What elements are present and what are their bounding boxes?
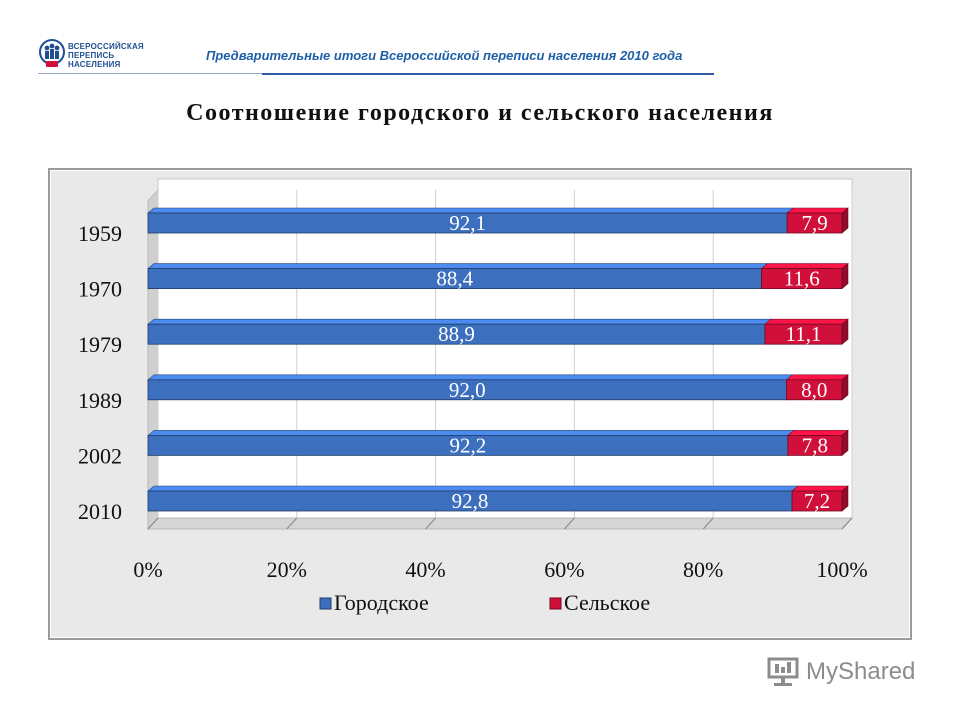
x-tick-label: 0% <box>133 557 162 582</box>
presentation-icon <box>767 657 799 686</box>
floor-tick <box>286 517 298 530</box>
logo-line1: ВСЕРОССИЙСКАЯ <box>68 42 144 51</box>
data-label: 88,9 <box>438 322 475 346</box>
data-label: 7,9 <box>801 211 827 235</box>
data-label: 11,6 <box>784 267 820 291</box>
page-title: Соотношение городского и сельского насел… <box>186 100 774 126</box>
category-label: 1989 <box>78 388 122 413</box>
data-label: 92,1 <box>449 211 486 235</box>
legend-swatch-urban <box>319 597 332 610</box>
chart-floor <box>146 517 854 530</box>
data-label: 8,0 <box>801 378 827 402</box>
legend-swatch-rural <box>549 597 562 610</box>
legend-label: Сельское <box>564 590 650 615</box>
logo-line2: ПЕРЕПИСЬ НАСЕЛЕНИЯ <box>68 51 121 69</box>
bar-side-face <box>841 318 849 345</box>
x-tick-label: 100% <box>816 557 867 582</box>
bar-side-face <box>841 207 849 234</box>
legend-label: Городское <box>334 590 429 615</box>
bar-side-face <box>841 262 849 290</box>
header-subtitle: Предварительные итоги Всероссийской пере… <box>206 48 683 63</box>
floor-tick <box>841 517 853 530</box>
x-tick-label: 40% <box>405 557 445 582</box>
watermark: MyShared <box>766 656 926 692</box>
data-label: 7,8 <box>802 433 828 457</box>
floor-tick <box>147 517 159 530</box>
bar-side-face <box>841 374 849 401</box>
census-logo: ВСЕРОССИЙСКАЯ ПЕРЕПИСЬ НАСЕЛЕНИЯ <box>38 38 158 72</box>
data-label: 92,8 <box>452 489 489 513</box>
category-label: 2010 <box>78 499 122 524</box>
category-label: 2002 <box>78 443 122 468</box>
header-divider-accent <box>262 73 714 75</box>
floor-tick <box>563 517 575 530</box>
category-label: 1959 <box>78 221 122 246</box>
chart-frame: 92,1 7,9 88,4 11,6 88,9 11,1 92,0 8,0 92,2 7,8 92,… <box>48 168 912 640</box>
watermark-text: MyShared <box>806 658 916 685</box>
census-logo-icon <box>39 39 65 67</box>
category-label: 1979 <box>78 332 122 357</box>
x-tick-label: 60% <box>544 557 584 582</box>
floor-tick <box>425 517 437 530</box>
bar-side-face <box>841 485 849 512</box>
data-label: 92,2 <box>450 433 487 457</box>
data-label: 92,0 <box>449 378 486 402</box>
bar-side-face <box>841 429 849 457</box>
chart-side-wall <box>147 188 159 531</box>
x-tick-label: 80% <box>683 557 723 582</box>
x-tick-label: 20% <box>267 557 307 582</box>
category-label: 1970 <box>78 277 122 302</box>
data-label: 7,2 <box>804 489 830 513</box>
stacked-bar-chart: 92,1 7,9 88,4 11,6 88,9 11,1 92,0 8,0 92,2 7,8 92,… <box>78 178 868 615</box>
data-label: 11,1 <box>785 322 821 346</box>
floor-tick <box>702 517 714 530</box>
data-label: 88,4 <box>436 267 473 291</box>
